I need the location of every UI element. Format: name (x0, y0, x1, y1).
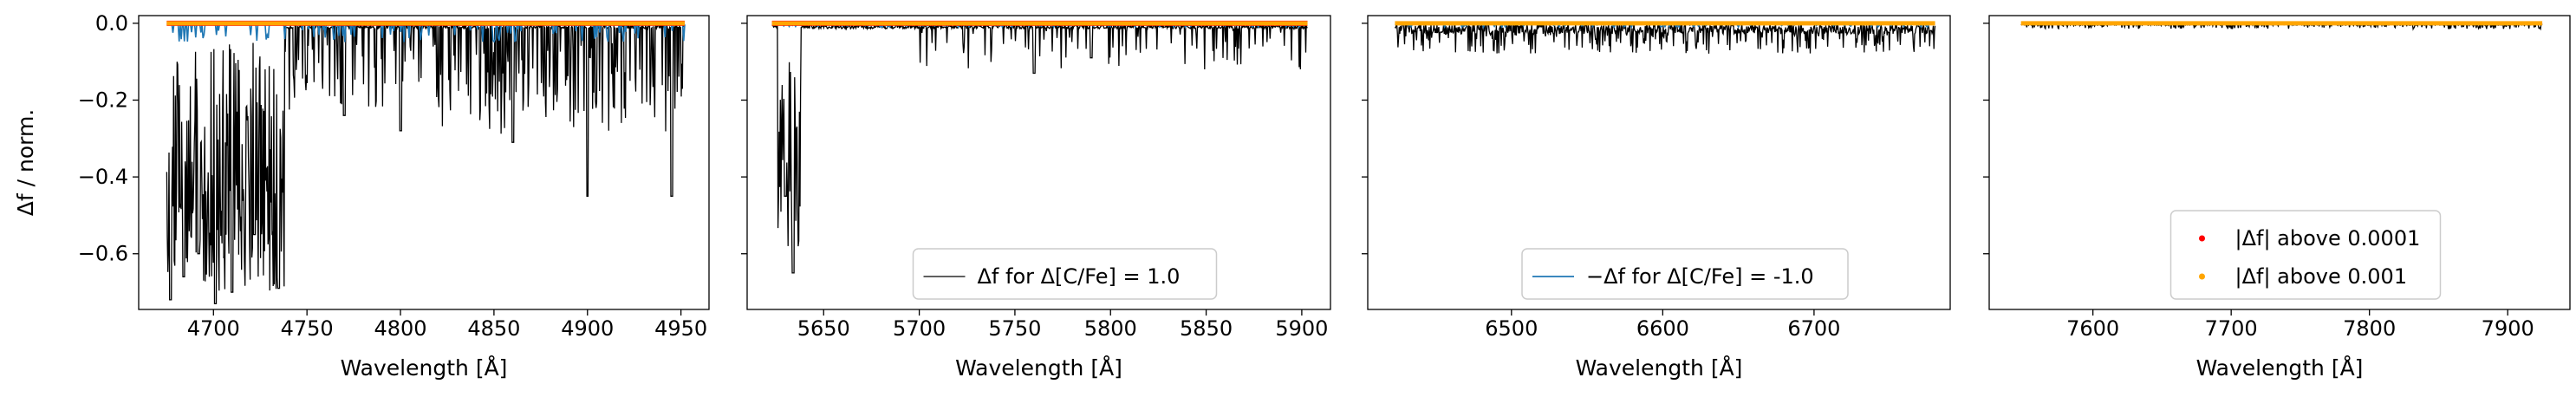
data-layer (771, 20, 1308, 274)
series-df-positive (166, 23, 686, 305)
legend-label: Δf for Δ[C/Fe] = 1.0 (978, 264, 1181, 289)
x-axis-label: Wavelength [Å] (341, 355, 508, 381)
x-tick-label: 5800 (1084, 316, 1137, 341)
y-tick-label: 0.0 (95, 11, 128, 36)
legend-box (912, 248, 1218, 300)
x-tick-label: 5650 (797, 316, 850, 341)
x-tick-label: 4750 (281, 316, 334, 341)
series-df-positive (771, 23, 1308, 274)
x-tick-label: 5750 (988, 316, 1041, 341)
legend-label: −Δf for Δ[C/Fe] = -1.0 (1586, 264, 1814, 289)
x-tick-label: 5850 (1180, 316, 1233, 341)
panel-3: 6500 6600 6700 Wavelength [Å] −Δf for Δ[C/Fe… (1362, 15, 1951, 381)
legend-swatch (2199, 235, 2205, 242)
x-tick-label: 7900 (2482, 316, 2534, 341)
legend-box (2169, 210, 2442, 300)
legend-swatch (2199, 273, 2205, 280)
y-tick-label: −0.4 (78, 165, 128, 189)
y-tick-label: −0.2 (78, 88, 128, 112)
x-tick-label: 7700 (2205, 316, 2258, 341)
legend-box (1521, 248, 1849, 300)
x-tick-label: 4900 (561, 316, 614, 341)
x-axis-label: Wavelength [Å] (1576, 355, 1743, 381)
x-axis-label: Wavelength [Å] (2196, 355, 2364, 381)
x-tick-label: 7800 (2343, 316, 2396, 341)
panel-4: 7600 7700 7800 7900 Wavelength [Å] |Δf| above… (1983, 15, 2571, 381)
x-tick-label: 6700 (1787, 316, 1840, 341)
x-tick-label: 4700 (187, 316, 240, 341)
panel-2: 5650 5700 5750 5800 5850 5900 Wavelength [Å] Δf… (741, 15, 1331, 381)
x-tick-label: 5700 (893, 316, 946, 341)
axes-frame (746, 15, 1331, 310)
axes-frame (138, 15, 710, 310)
data-layer (2020, 21, 2543, 31)
axes-frame (1988, 15, 2571, 310)
x-tick-label: 4850 (467, 316, 520, 341)
data-layer (166, 20, 686, 305)
panel-1: 4700 4750 4800 4850 4900 4950 Wavelength [Å] 0.… (13, 11, 710, 381)
x-axis-label: Wavelength [Å] (955, 355, 1122, 381)
axes-frame (1367, 15, 1951, 310)
x-tick-label: 6500 (1485, 316, 1538, 341)
x-tick-label: 7600 (2066, 316, 2119, 341)
x-tick-label: 6600 (1636, 316, 1689, 341)
y-tick-label: −0.6 (78, 242, 128, 266)
x-tick-label: 4950 (654, 316, 707, 341)
x-tick-label: 4800 (374, 316, 426, 341)
data-layer (1394, 21, 1936, 54)
x-tick-label: 5900 (1275, 316, 1328, 341)
y-axis-label: Δf / norm. (13, 109, 38, 217)
legend-label: |Δf| above 0.0001 (2235, 226, 2421, 251)
legend-label: |Δf| above 0.001 (2235, 264, 2408, 289)
